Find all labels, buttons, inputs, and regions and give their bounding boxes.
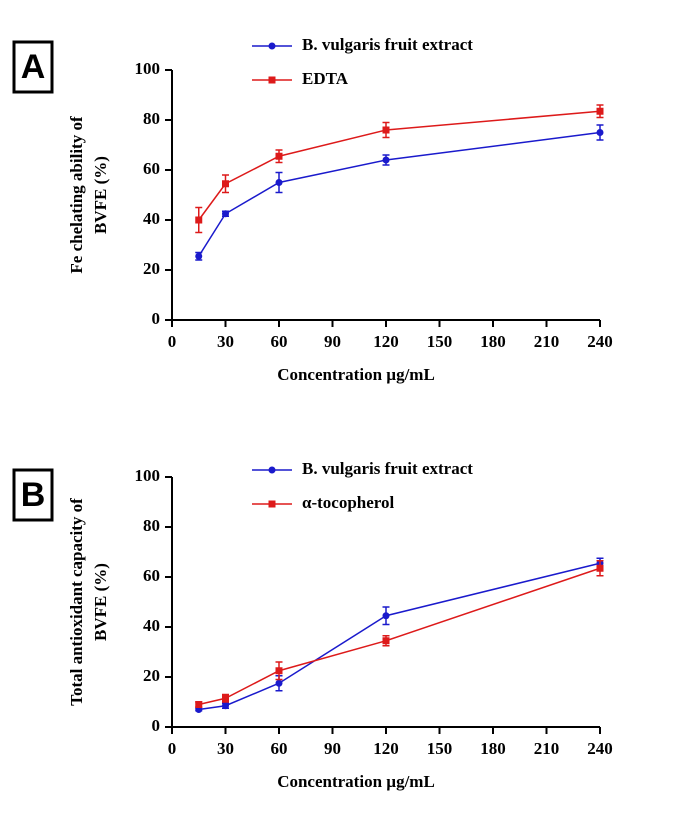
y-tick-label: 80 (143, 109, 160, 128)
marker (596, 129, 604, 136)
x-tick-label: 150 (427, 332, 453, 351)
y-tick-label: 0 (152, 716, 161, 735)
marker (195, 216, 203, 224)
panel-label: B (21, 476, 46, 514)
marker (382, 637, 390, 645)
x-tick-label: 180 (480, 332, 506, 351)
x-tick-label: 30 (217, 332, 234, 351)
y-axis-label: Fe chelating ability of (67, 116, 86, 274)
legend-label: B. vulgaris fruit extract (302, 459, 473, 478)
marker (596, 107, 604, 115)
panel-box (12, 468, 54, 522)
y-tick-label: 20 (143, 259, 160, 278)
y-tick-label: 40 (143, 209, 160, 228)
x-axis-label: Concentration µg/mL (277, 365, 435, 384)
panel-box (12, 40, 54, 94)
legend-marker (268, 42, 276, 50)
x-tick-label: 60 (271, 332, 288, 351)
y-tick-label: 40 (143, 616, 160, 635)
legend-label: B. vulgaris fruit extract (302, 35, 473, 54)
marker (222, 702, 229, 710)
marker (222, 210, 229, 218)
y-tick-label: 60 (143, 159, 160, 178)
marker (382, 156, 390, 164)
x-tick-label: 0 (168, 332, 177, 351)
y-tick-label: 60 (143, 566, 160, 585)
series-line (198, 131, 601, 257)
marker (195, 701, 203, 708)
legend-label: EDTA (302, 69, 349, 88)
x-tick-label: 210 (534, 332, 560, 351)
marker (596, 564, 604, 572)
x-tick-label: 120 (373, 332, 399, 351)
y-axis-label: BVFE (%) (91, 563, 110, 641)
marker (222, 180, 229, 188)
marker (222, 694, 229, 702)
x-tick-label: 90 (324, 739, 341, 758)
x-tick-label: 30 (217, 739, 234, 758)
x-tick-label: 60 (271, 739, 288, 758)
y-tick-label: 20 (143, 666, 160, 685)
legend-marker (268, 466, 276, 474)
y-tick-label: 100 (135, 466, 161, 485)
y-axis-label: BVFE (%) (91, 156, 110, 234)
series-line (198, 110, 601, 221)
x-axis-label: Concentration µg/mL (277, 772, 435, 791)
marker (275, 679, 283, 687)
y-tick-label: 80 (143, 516, 160, 535)
marker (195, 252, 203, 260)
panel-label: A (21, 48, 46, 86)
x-tick-label: 240 (587, 332, 613, 351)
series-line (198, 567, 601, 706)
marker (275, 152, 283, 160)
x-tick-label: 210 (534, 739, 560, 758)
y-tick-label: 0 (152, 309, 161, 328)
x-tick-label: 90 (324, 332, 341, 351)
x-tick-label: 150 (427, 739, 453, 758)
x-tick-label: 180 (480, 739, 506, 758)
legend-label: α-tocopherol (302, 493, 395, 512)
marker (275, 179, 283, 186)
marker (275, 667, 283, 675)
x-tick-label: 240 (587, 739, 613, 758)
marker (382, 126, 390, 134)
y-axis-label: Total antioxidant capacity of (67, 498, 86, 706)
x-tick-label: 0 (168, 739, 177, 758)
marker (382, 612, 390, 620)
legend-marker (268, 500, 276, 508)
y-tick-label: 100 (135, 59, 161, 78)
x-tick-label: 120 (373, 739, 399, 758)
legend-marker (268, 76, 276, 84)
